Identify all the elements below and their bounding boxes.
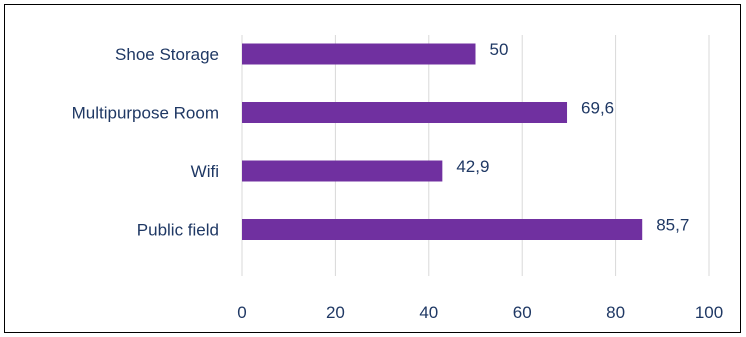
x-tick-label-0: 0 [237, 303, 246, 322]
x-tick-label-100: 100 [695, 303, 723, 322]
x-tick-label-80: 80 [606, 303, 625, 322]
category-label-3: Public field [137, 221, 219, 240]
category-label-0: Shoe Storage [115, 45, 219, 64]
bar-1 [242, 102, 568, 123]
value-label-1: 69,6 [581, 99, 614, 118]
x-tick-label-60: 60 [513, 303, 532, 322]
x-tick-label-40: 40 [419, 303, 438, 322]
bar-2 [242, 160, 443, 182]
label-layer: 0 20 40 60 80 100 Shoe Storage 50 Multipurpose R… [72, 40, 724, 322]
value-label-2: 42,9 [456, 157, 489, 176]
bar-0 [242, 43, 476, 65]
x-tick-label-20: 20 [326, 303, 345, 322]
value-label-0: 50 [490, 40, 509, 59]
value-label-3: 85,7 [656, 216, 689, 235]
bar-layer [242, 43, 643, 240]
category-label-1: Multipurpose Room [72, 104, 219, 123]
bar-3 [242, 219, 643, 240]
category-label-2: Wifi [191, 162, 219, 181]
